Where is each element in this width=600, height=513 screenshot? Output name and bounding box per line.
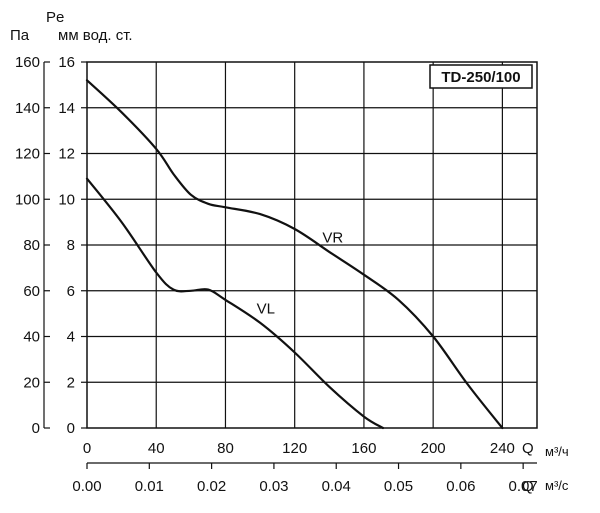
x-tick-label-m3s: 0.05 — [384, 478, 413, 495]
y-axis-label-pe: Pe — [46, 9, 64, 26]
y-tick-label-mm: 12 — [58, 146, 75, 163]
y-tick-label-pa: 100 — [15, 191, 40, 208]
y-tick-label-mm: 6 — [67, 283, 75, 300]
x-tick-label-m3s: 0.01 — [135, 478, 164, 495]
x-axis-unit-m3s: м³/с — [545, 478, 569, 493]
y-tick-label-pa: 120 — [15, 146, 40, 163]
y-tick-label-mm: 4 — [67, 329, 75, 346]
x-tick-label-m3h: 120 — [282, 440, 307, 457]
curve-label-vl: VL — [257, 301, 275, 318]
x-tick-label-m3s: 0.02 — [197, 478, 226, 495]
y-tick-label-mm: 14 — [58, 100, 75, 117]
x-tick-label-m3h: 0 — [83, 440, 91, 457]
model-label: TD-250/100 — [441, 69, 520, 86]
y-tick-label-pa: 80 — [23, 237, 40, 254]
curve-vr — [85, 79, 504, 430]
x-tick-label-m3s: 0.04 — [322, 478, 351, 495]
y-tick-label-pa: 20 — [23, 374, 40, 391]
x-tick-label-m3s: 0.06 — [446, 478, 475, 495]
x-tick-label-m3h: 200 — [421, 440, 446, 457]
x-tick-label-m3h: 40 — [148, 440, 165, 457]
x-axis-label-q-top: Q — [522, 440, 534, 457]
y-tick-label-mm: 0 — [67, 420, 75, 437]
y-tick-label-pa: 40 — [23, 329, 40, 346]
x-axis-label-q-bottom: Q — [522, 478, 534, 495]
y-tick-label-mm: 2 — [67, 374, 75, 391]
x-axis-unit-m3h: м³/ч — [545, 444, 569, 459]
labels: VR VL — [257, 230, 344, 318]
y-tick-label-pa: 60 — [23, 283, 40, 300]
curve-vl — [85, 177, 385, 430]
grid — [86, 61, 538, 429]
x-tick-label-m3h: 80 — [217, 440, 234, 457]
curves — [85, 79, 504, 430]
x-tick-label-m3h: 160 — [351, 440, 376, 457]
y-axis-label-mm: мм вод. ст. — [58, 27, 133, 44]
x-tick-label-m3h: 240 — [490, 440, 515, 457]
y-tick-label-mm: 16 — [58, 54, 75, 71]
x-tick-label-m3s: 0.07 — [509, 478, 538, 495]
y-tick-label-mm: 8 — [67, 237, 75, 254]
curve-label-vr: VR — [322, 230, 343, 247]
x-tick-label-m3s: 0.03 — [259, 478, 288, 495]
y-tick-label-pa: 0 — [32, 420, 40, 437]
x-tick-label-m3s: 0.00 — [72, 478, 101, 495]
y-tick-label-pa: 140 — [15, 100, 40, 117]
y-tick-label-mm: 10 — [58, 191, 75, 208]
y-axis-label-pa: Па — [10, 27, 30, 44]
model-label-box — [429, 64, 533, 89]
y-tick-label-pa: 160 — [15, 54, 40, 71]
